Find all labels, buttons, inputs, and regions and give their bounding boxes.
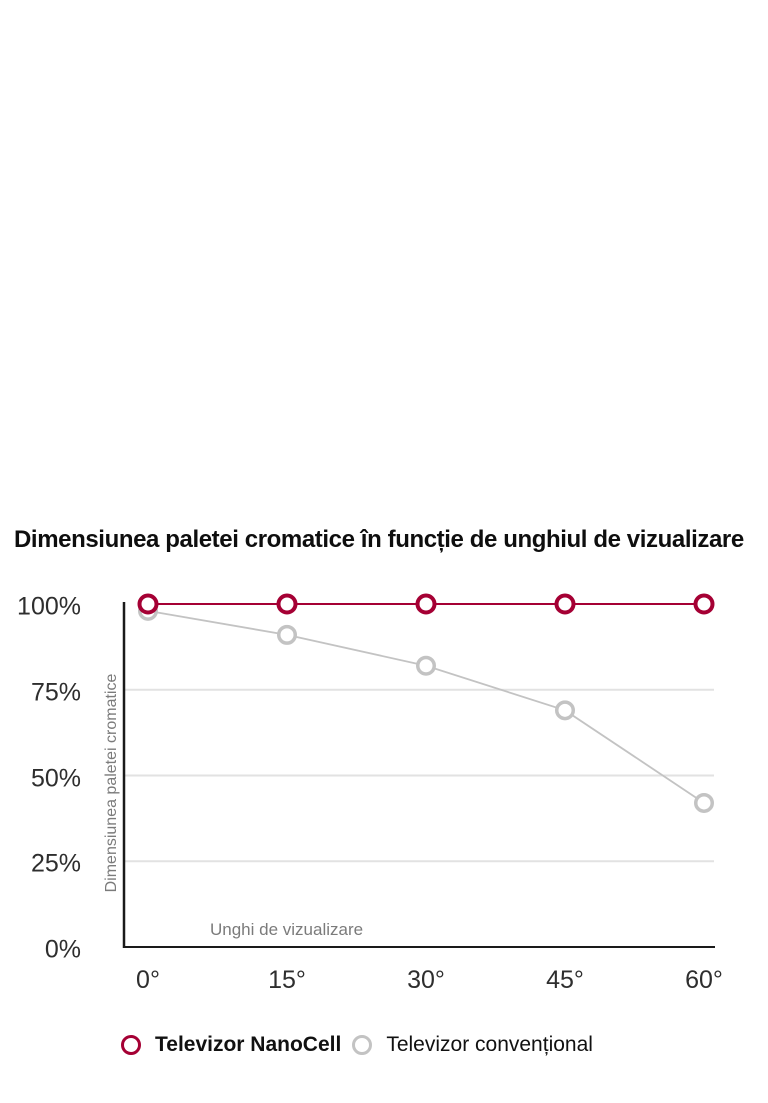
nanocell-data-point-marker bbox=[415, 593, 437, 615]
nanocell-legend-circle-icon bbox=[121, 1035, 141, 1055]
nanocell-data-point-marker bbox=[276, 593, 298, 615]
legend: Televizor NanoCell Televizor convențional bbox=[121, 1032, 593, 1058]
conventional-data-point-marker bbox=[555, 700, 575, 721]
x-tick-label: 60° bbox=[685, 966, 723, 994]
conventional-data-point-marker bbox=[694, 792, 714, 813]
chart-title: Dimensiunea paletei cromatice în funcție… bbox=[14, 526, 744, 553]
y-tick-label: 100% bbox=[17, 592, 81, 621]
nanocell-data-point-marker bbox=[137, 593, 159, 615]
x-tick-label: 0° bbox=[136, 966, 160, 994]
y-tick-label: 50% bbox=[30, 764, 81, 792]
legend-item: Televizor NanoCell bbox=[121, 1033, 341, 1057]
y-tick-label: 0% bbox=[44, 935, 81, 964]
x-axis-title: Unghi de vizualizare bbox=[210, 920, 364, 939]
x-tick-label: 45° bbox=[546, 966, 584, 994]
x-tick-label: 15° bbox=[268, 966, 306, 994]
conventional-line bbox=[147, 609, 705, 804]
nanocell-data-point-marker bbox=[554, 593, 576, 615]
x-tick-label: 30° bbox=[407, 966, 445, 994]
legend-item: Televizor convențional bbox=[352, 1033, 593, 1057]
legend-label: Televizor NanoCell bbox=[155, 1033, 342, 1056]
y-tick-label: 75% bbox=[30, 678, 81, 707]
y-axis-title: Dimensiunea paletei cromatice bbox=[103, 673, 120, 893]
conventional-legend-circle-icon bbox=[352, 1035, 373, 1055]
legend-label: Televizor convențional bbox=[386, 1033, 593, 1056]
nanocell-data-point-marker bbox=[693, 593, 715, 615]
conventional-data-point-marker bbox=[416, 655, 436, 676]
conventional-data-point-marker bbox=[277, 624, 297, 645]
y-tick-label: 25% bbox=[30, 849, 81, 878]
